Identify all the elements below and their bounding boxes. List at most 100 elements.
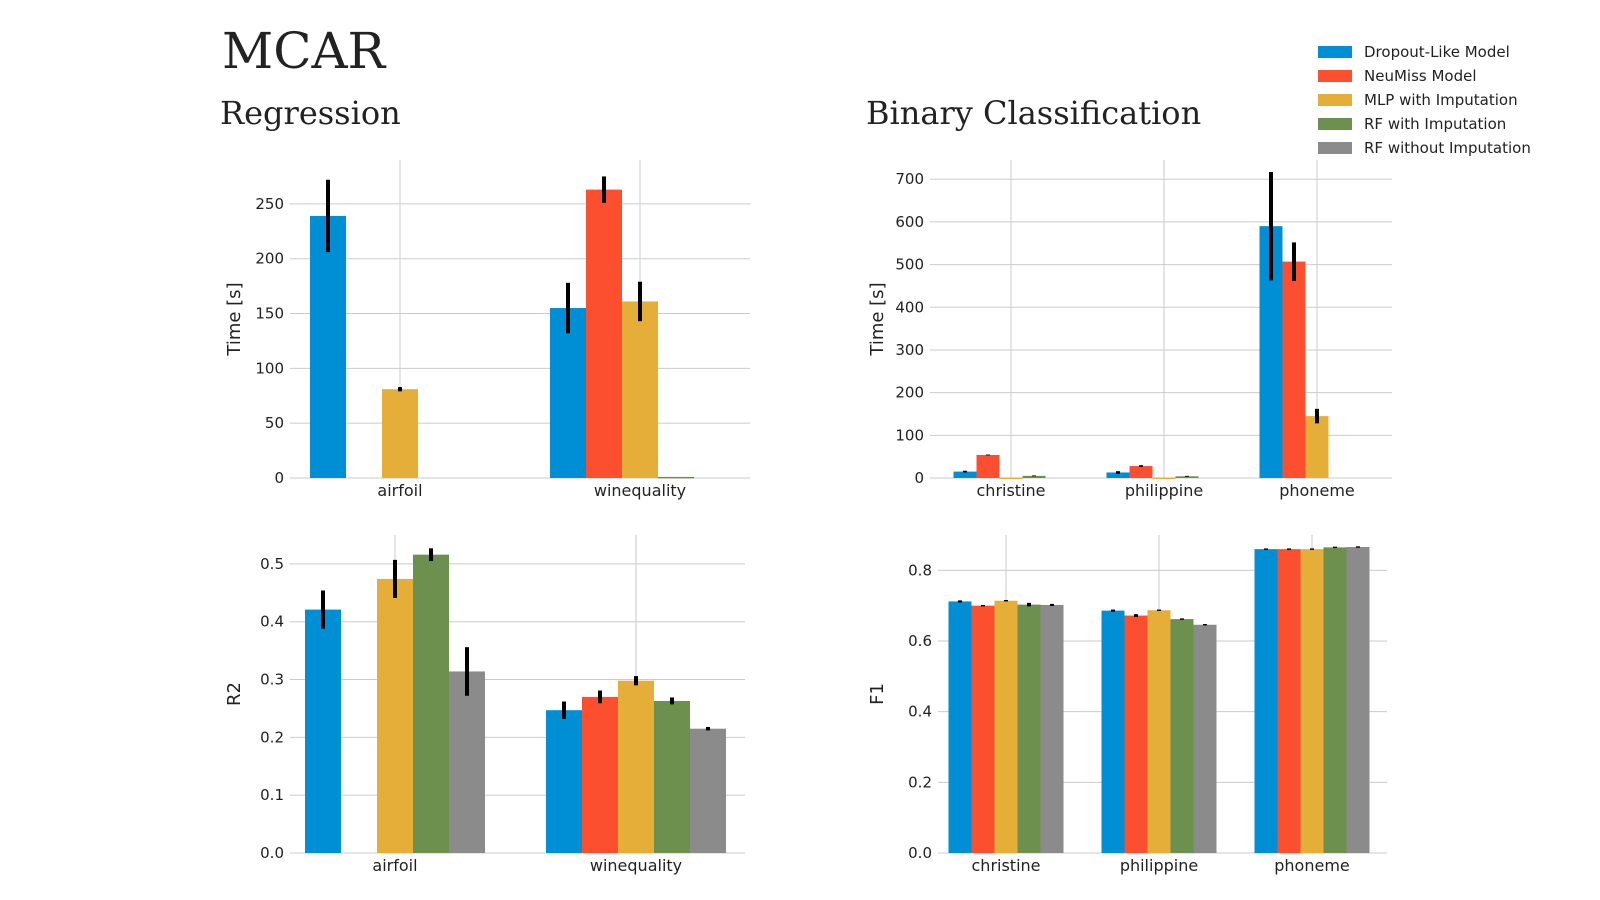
y-tick-label: 600	[895, 213, 924, 231]
bar	[1147, 610, 1171, 853]
chart-clf-f1: 0.0 0.2 0.4 0.6 0.8 christine philippine phonem…	[867, 535, 1387, 875]
legend-swatch	[1318, 118, 1352, 130]
y-tick-label: 0.0	[260, 844, 284, 862]
legend-swatch	[1318, 94, 1352, 106]
y-tick-label: 0.4	[908, 703, 932, 721]
legend-label: NeuMiss Model	[1364, 67, 1477, 85]
y-tick-label: 0.6	[908, 632, 932, 650]
bar	[546, 710, 582, 853]
y-tick-label: 0	[274, 469, 284, 487]
legend-item-mlp-imputation: MLP with Imputation	[1318, 88, 1531, 112]
y-axis-label: Time [s]	[867, 282, 888, 356]
y-tick-label: 250	[255, 195, 284, 213]
x-tick-label: winequality	[590, 856, 682, 875]
bar	[1022, 475, 1046, 478]
bar	[1305, 416, 1329, 478]
x-tick-label: winequality	[594, 481, 686, 500]
classification-section-title: Binary Classification	[866, 94, 1202, 132]
bar	[622, 301, 658, 478]
bar	[690, 728, 726, 853]
chart-clf-time: 0 100 200 300 400 500 600 700 christine philippin…	[867, 160, 1392, 500]
bar	[1170, 619, 1194, 853]
y-tick-label: 0.2	[260, 728, 284, 746]
bar	[654, 700, 690, 853]
y-tick-label: 200	[255, 250, 284, 268]
y-tick-label: 0.3	[260, 671, 284, 689]
x-tick-label: philippine	[1120, 856, 1198, 875]
bar	[948, 601, 972, 853]
y-tick-label: 400	[895, 298, 924, 316]
chart-reg-r2: 0.0 0.1 0.2 0.3 0.4 0.5 airfoil winequality R2	[224, 535, 745, 875]
legend-item-rf-imputation: RF with Imputation	[1318, 112, 1531, 136]
bar	[1346, 547, 1370, 853]
bar	[1193, 624, 1217, 853]
y-axis-label: Time [s]	[224, 282, 245, 356]
bar	[582, 696, 618, 853]
bar	[1254, 549, 1278, 853]
bar	[305, 609, 341, 853]
y-tick-label: 100	[255, 359, 284, 377]
bar	[586, 189, 622, 478]
bar	[1106, 472, 1130, 478]
bar	[382, 389, 418, 478]
legend-swatch	[1318, 46, 1352, 58]
bar	[1259, 226, 1283, 478]
y-tick-label: 100	[895, 426, 924, 444]
bar	[976, 454, 1000, 478]
y-tick-label: 0.4	[260, 613, 284, 631]
y-axis-label: F1	[867, 683, 888, 705]
x-tick-label: airfoil	[372, 856, 417, 875]
legend-label: RF without Imputation	[1364, 139, 1531, 157]
bar	[1129, 466, 1153, 478]
bar	[310, 215, 346, 478]
bar	[1101, 610, 1125, 853]
legend-swatch	[1318, 70, 1352, 82]
bar	[1323, 547, 1347, 853]
bar	[1040, 604, 1064, 853]
x-tick-label: phoneme	[1274, 856, 1350, 875]
legend-item-rf-no-imputation: RF without Imputation	[1318, 136, 1531, 160]
y-tick-label: 500	[895, 256, 924, 274]
x-tick-label: christine	[977, 481, 1046, 500]
y-tick-label: 700	[895, 170, 924, 188]
x-tick-label: phoneme	[1279, 481, 1355, 500]
y-tick-label: 0.5	[260, 555, 284, 573]
bar	[658, 476, 694, 479]
bar	[1175, 476, 1199, 478]
legend-label: Dropout-Like Model	[1364, 43, 1510, 61]
page-title: MCAR	[222, 22, 386, 80]
chart-legend: Dropout-Like Model NeuMiss Model MLP wit…	[1318, 40, 1531, 160]
bar	[449, 671, 485, 853]
bar	[413, 554, 449, 853]
y-tick-label: 0	[914, 469, 924, 487]
bar	[618, 680, 654, 853]
bar	[1282, 261, 1306, 478]
bar	[999, 477, 1023, 480]
bar	[953, 471, 977, 478]
x-tick-label: philippine	[1125, 481, 1203, 500]
y-axis-label: R2	[224, 682, 245, 706]
legend-swatch	[1318, 142, 1352, 154]
regression-section-title: Regression	[220, 94, 401, 132]
y-tick-label: 50	[265, 414, 284, 432]
y-tick-label: 0.1	[260, 786, 284, 804]
y-tick-label: 0.2	[908, 773, 932, 791]
legend-label: MLP with Imputation	[1364, 91, 1518, 109]
x-tick-label: airfoil	[377, 481, 422, 500]
legend-item-dropout: Dropout-Like Model	[1318, 40, 1531, 64]
chart-reg-time: 0 50 100 150 200 250 airfoil winequality Time [s…	[224, 160, 750, 500]
bar	[1017, 604, 1041, 853]
y-tick-label: 150	[255, 305, 284, 323]
legend-label: RF with Imputation	[1364, 115, 1507, 133]
legend-item-neumiss: NeuMiss Model	[1318, 64, 1531, 88]
y-tick-label: 200	[895, 384, 924, 402]
bar	[1124, 615, 1148, 853]
bar	[971, 605, 995, 853]
bar	[1277, 549, 1301, 853]
bar	[377, 578, 413, 853]
bar	[550, 308, 586, 478]
x-tick-label: christine	[972, 856, 1041, 875]
y-tick-label: 0.0	[908, 844, 932, 862]
bar	[1300, 549, 1324, 853]
